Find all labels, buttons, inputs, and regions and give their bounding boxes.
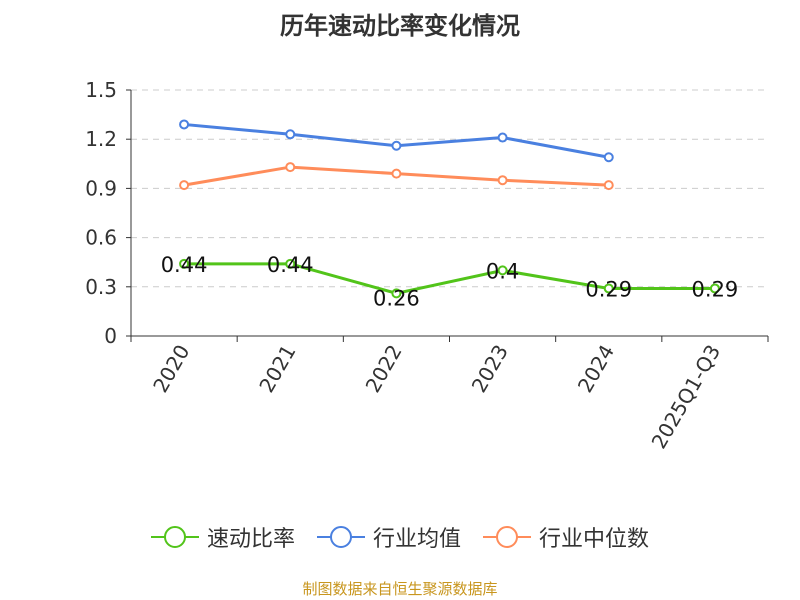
- data-point: [391, 140, 402, 151]
- data-point: [179, 258, 190, 269]
- x-tick-label: 2022: [361, 341, 407, 397]
- legend: 速动比率 行业均值 行业中位数: [0, 521, 800, 553]
- data-point: [179, 119, 190, 130]
- legend-label: 速动比率: [206, 527, 295, 552]
- data-point: [391, 168, 402, 179]
- legend-marker-icon: [483, 526, 531, 548]
- legend-item-quick-ratio[interactable]: 速动比率: [150, 521, 295, 553]
- series-line: [184, 262, 715, 295]
- source-note: 制图数据来自恒生聚源数据库: [302, 580, 498, 598]
- y-tick-label: 1.5: [85, 78, 117, 102]
- data-point: [391, 288, 402, 299]
- data-point: [285, 162, 296, 173]
- x-tick-label: 2020: [148, 341, 194, 397]
- data-label: 0.29: [585, 277, 632, 301]
- data-point: [709, 283, 720, 294]
- data-point: [179, 180, 190, 191]
- data-label: 0.44: [267, 253, 314, 277]
- legend-label: 行业均值: [372, 527, 461, 552]
- chart-title: 历年速动比率变化情况: [280, 12, 520, 40]
- legend-marker-icon: [150, 526, 199, 548]
- data-point: [497, 265, 508, 276]
- data-point: [497, 175, 508, 186]
- y-tick-label: 0.6: [85, 226, 117, 250]
- data-point: [285, 129, 296, 140]
- data-label: 0.29: [692, 277, 739, 301]
- data-point: [603, 152, 614, 163]
- y-tick-label: 0.3: [85, 275, 117, 299]
- legend-item-industry-average[interactable]: 行业均值: [316, 521, 461, 553]
- x-tick-label: 2025Q1-Q3: [647, 341, 726, 453]
- data-label: 0.26: [373, 286, 420, 310]
- data-label: 0.4: [486, 259, 519, 283]
- data-point: [603, 180, 614, 191]
- legend-label: 行业中位数: [539, 527, 650, 552]
- x-tick-label: 2021: [254, 341, 300, 397]
- data-point: [285, 258, 296, 269]
- x-tick-label: 2023: [467, 341, 513, 397]
- y-tick-label: 1.2: [85, 127, 117, 151]
- legend-item-industry-median[interactable]: 行业中位数: [483, 521, 649, 553]
- legend-marker-icon: [316, 526, 365, 548]
- data-point: [497, 132, 508, 143]
- data-point: [603, 283, 614, 294]
- y-tick-label: 0.9: [85, 176, 117, 200]
- y-tick-label: 0: [104, 324, 117, 348]
- x-tick-label: 2024: [573, 341, 619, 397]
- data-label: 0.44: [161, 253, 208, 277]
